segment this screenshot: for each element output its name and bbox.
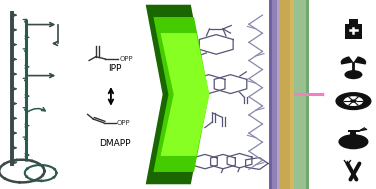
Circle shape xyxy=(335,92,371,110)
Text: DMAPP: DMAPP xyxy=(99,139,130,148)
Circle shape xyxy=(350,99,357,103)
Text: OPP: OPP xyxy=(119,56,133,62)
Circle shape xyxy=(344,70,362,79)
Text: IPP: IPP xyxy=(108,64,121,73)
Bar xyxy=(269,0,272,189)
Bar xyxy=(348,130,359,132)
Bar xyxy=(350,131,356,135)
Bar xyxy=(294,0,306,189)
Bar xyxy=(349,19,358,24)
Polygon shape xyxy=(153,17,209,172)
Bar xyxy=(345,24,362,39)
Bar xyxy=(290,0,294,189)
Bar xyxy=(277,0,280,189)
Wedge shape xyxy=(341,56,353,65)
Bar xyxy=(272,0,277,189)
Circle shape xyxy=(338,134,368,149)
Bar xyxy=(306,0,309,189)
Wedge shape xyxy=(353,56,366,65)
Text: OPP: OPP xyxy=(117,120,130,126)
Polygon shape xyxy=(161,33,209,156)
Bar xyxy=(280,0,290,189)
Polygon shape xyxy=(146,5,208,184)
Circle shape xyxy=(344,96,363,106)
